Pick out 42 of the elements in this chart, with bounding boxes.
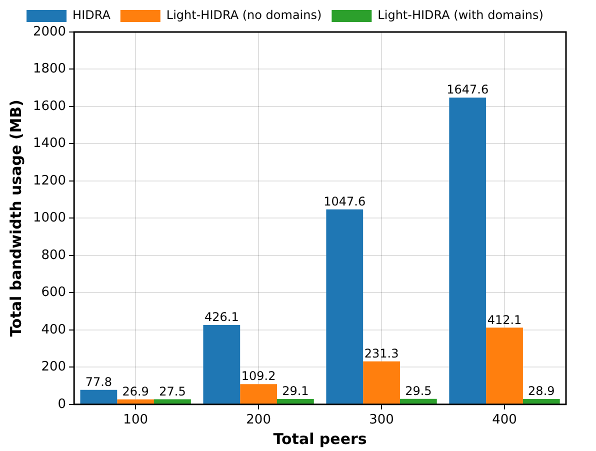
data-label: 29.1 — [282, 384, 309, 398]
data-label: 412.1 — [487, 312, 522, 327]
y-tick-label: 1800 — [32, 62, 66, 77]
x-tick-label: 400 — [492, 412, 517, 428]
y-tick-label: 1000 — [32, 210, 66, 226]
data-label: 27.5 — [159, 384, 186, 398]
y-tick-label: 1600 — [32, 98, 66, 114]
x-tick-label: 100 — [123, 412, 148, 428]
data-label: 426.1 — [204, 310, 239, 324]
data-label: 26.9 — [122, 384, 149, 399]
bar — [203, 325, 240, 404]
y-tick-label: 400 — [41, 322, 66, 338]
bar — [240, 384, 277, 404]
legend-label: Light-HIDRA (with domains) — [378, 8, 544, 22]
y-axis-title: Total bandwidth usage (MB) — [6, 100, 25, 337]
data-label: 231.3 — [364, 346, 399, 360]
legend-label: Light-HIDRA (no domains) — [166, 8, 322, 22]
y-tick-label: 200 — [41, 360, 66, 375]
y-tick-label: 0 — [58, 396, 66, 412]
data-label: 77.8 — [85, 375, 112, 390]
bar — [326, 209, 364, 404]
bar — [80, 390, 118, 404]
bar — [277, 398, 314, 404]
data-label: 29.5 — [405, 384, 432, 398]
bar — [400, 398, 437, 404]
x-tick-label: 200 — [246, 412, 271, 428]
data-label: 28.9 — [528, 384, 555, 398]
legend-label: HIDRA — [72, 8, 112, 22]
data-label: 1047.6 — [324, 194, 366, 208]
data-label: 109.2 — [241, 369, 276, 384]
y-tick-label: 1400 — [32, 136, 66, 152]
bar — [363, 361, 400, 404]
y-tick-label: 600 — [41, 285, 66, 300]
bar — [522, 399, 560, 404]
bar — [449, 98, 486, 404]
bar — [486, 328, 523, 404]
x-tick-label: 300 — [369, 412, 394, 428]
y-tick-label: 1200 — [32, 173, 66, 188]
x-axis-title: Total peers — [273, 430, 367, 448]
y-tick-label: 800 — [41, 248, 66, 263]
data-label: 1647.6 — [446, 82, 489, 97]
y-tick-label: 2000 — [32, 24, 66, 40]
